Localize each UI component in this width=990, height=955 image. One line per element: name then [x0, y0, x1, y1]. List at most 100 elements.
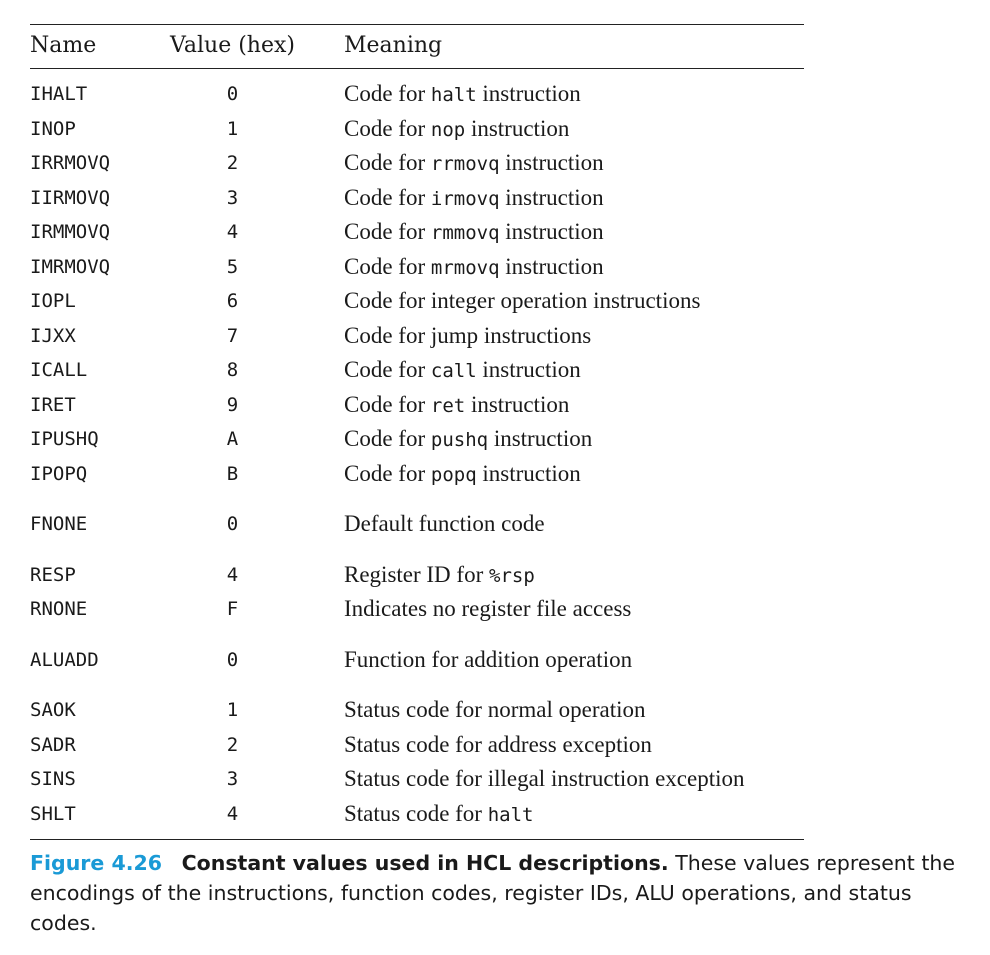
meaning-code: irmovq: [430, 187, 500, 210]
table-row: ICALL 8 Code for call instruction: [30, 353, 804, 388]
constants-table: Name Value (hex) Meaning IHALT 0 Code for …: [30, 24, 804, 840]
constant-value: 6: [226, 290, 239, 312]
meaning-code: %rsp: [489, 564, 535, 587]
constant-name: RESP: [30, 563, 76, 586]
meaning-text: Code for: [344, 81, 431, 106]
constant-meaning: Status code for normal operation: [344, 693, 645, 727]
meaning-text: Code for: [344, 460, 431, 486]
table-row: RESP 4 Register ID for %rsp: [30, 558, 804, 593]
constant-value: 7: [226, 324, 239, 347]
table-row: RNONE F Indicates no register file access: [30, 592, 804, 627]
meaning-code: halt: [487, 803, 534, 826]
meaning-text: Code for: [344, 253, 431, 279]
figure-description: These values represent the encodings of …: [30, 851, 955, 935]
meaning-suffix: instruction: [476, 460, 581, 486]
figure-title: Constant values used in HCL descriptions…: [181, 851, 669, 875]
group-gap: [30, 677, 804, 693]
constant-meaning: Code for nop instruction: [344, 112, 569, 147]
meaning-text: Function for addition operation: [344, 646, 633, 672]
meaning-code: pushq: [430, 429, 489, 451]
figure-caption: Figure 4.26 Constant values used in HCL …: [30, 848, 960, 938]
group-gap: [30, 542, 804, 558]
constant-value: 0: [226, 648, 239, 671]
table-header-rule: [30, 68, 804, 69]
meaning-code: rmmovq: [430, 222, 500, 244]
constant-value: 2: [226, 152, 239, 174]
constant-name: FNONE: [30, 513, 88, 535]
table-row: IPUSHQ A Code for pushq instruction: [30, 422, 804, 457]
meaning-code: mrmovq: [430, 256, 500, 279]
constant-meaning: Code for integer operation instructions: [344, 284, 700, 318]
meaning-text: Code for: [344, 184, 431, 210]
table-row: SINS 3 Status code for illegal instruction…: [30, 762, 804, 797]
constant-meaning: Code for mrmovq instruction: [344, 250, 604, 285]
meaning-code: call: [430, 360, 477, 382]
meaning-text: Register ID for: [344, 561, 489, 587]
constant-name: IRRMOVQ: [30, 152, 111, 174]
constant-name: IHALT: [30, 83, 88, 105]
constant-name: IOPL: [30, 290, 76, 312]
group-gap: [30, 627, 804, 643]
meaning-text: Code for: [344, 219, 431, 244]
constant-meaning: Code for jump instructions: [344, 319, 591, 353]
constant-meaning: Default function code: [344, 507, 545, 541]
meaning-suffix: instruction: [499, 253, 604, 279]
meaning-code: ret: [430, 394, 466, 417]
constant-value: 5: [226, 255, 239, 278]
constant-value: B: [226, 462, 239, 485]
constant-value: 3: [226, 768, 239, 790]
group-gap: [30, 491, 804, 507]
meaning-text: Code for integer operation instructions: [344, 288, 701, 313]
constant-value: 4: [226, 802, 239, 825]
constant-value: 9: [226, 393, 239, 416]
constant-name: SADR: [30, 733, 76, 756]
constant-meaning: Code for popq instruction: [344, 457, 581, 492]
constant-name: SINS: [30, 768, 76, 790]
meaning-suffix: instruction: [488, 426, 593, 451]
meaning-suffix: instruction: [499, 184, 604, 210]
table-row: IOPL 6 Code for integer operation instruct…: [30, 284, 804, 319]
meaning-suffix: instruction: [499, 219, 604, 244]
constant-value: 1: [226, 699, 239, 721]
meaning-text: Indicates no register file access: [344, 596, 632, 621]
meaning-suffix: instruction: [476, 357, 581, 382]
constant-value: 1: [226, 117, 239, 140]
table-row: SAOK 1 Status code for normal operation: [30, 693, 804, 728]
constant-meaning: Code for ret instruction: [344, 388, 569, 423]
constant-value: 0: [226, 83, 239, 105]
meaning-text: Code for: [344, 150, 431, 175]
meaning-suffix: instruction: [465, 391, 570, 417]
table-row: IRET 9 Code for ret instruction: [30, 388, 804, 423]
constant-name: IPUSHQ: [30, 428, 99, 450]
meaning-text: Status code for illegal instruction exce…: [344, 766, 745, 791]
header-value: Value (hex): [170, 33, 295, 58]
constant-name: ICALL: [30, 359, 88, 381]
constant-name: RNONE: [30, 598, 88, 620]
meaning-text: Status code for: [344, 800, 488, 826]
table-row: IIRMOVQ 3 Code for irmovq instruction: [30, 181, 804, 216]
table-row: IMRMOVQ 5 Code for mrmovq instruction: [30, 250, 804, 285]
constant-name: IIRMOVQ: [30, 186, 111, 209]
constant-name: INOP: [30, 117, 76, 140]
constant-value: 2: [226, 733, 239, 756]
meaning-text: Code for jump instructions: [344, 322, 592, 348]
table-top-rule: [30, 24, 804, 25]
header-name: Name: [30, 33, 97, 58]
constant-name: IPOPQ: [30, 462, 88, 485]
meaning-text: Status code for address exception: [344, 731, 652, 757]
meaning-text: Code for: [344, 426, 431, 451]
constant-name: SAOK: [30, 699, 76, 721]
meaning-code: rrmovq: [430, 153, 500, 175]
table-body: IHALT 0 Code for halt instruction INOP 1 Code…: [30, 77, 804, 831]
table-row: IRMMOVQ 4 Code for rmmovq instruction: [30, 215, 804, 250]
meaning-suffix: instruction: [465, 115, 570, 141]
figure-number: Figure 4.26: [30, 851, 163, 875]
table-row: ALUADD 0 Function for addition operation: [30, 643, 804, 678]
constant-value: 3: [226, 186, 239, 209]
constant-name: IMRMOVQ: [30, 255, 111, 278]
constant-name: SHLT: [30, 802, 76, 825]
meaning-code: nop: [430, 118, 466, 141]
table-row: IRRMOVQ 2 Code for rrmovq instruction: [30, 146, 804, 181]
table-row: FNONE 0 Default function code: [30, 507, 804, 542]
constant-meaning: Function for addition operation: [344, 643, 632, 677]
